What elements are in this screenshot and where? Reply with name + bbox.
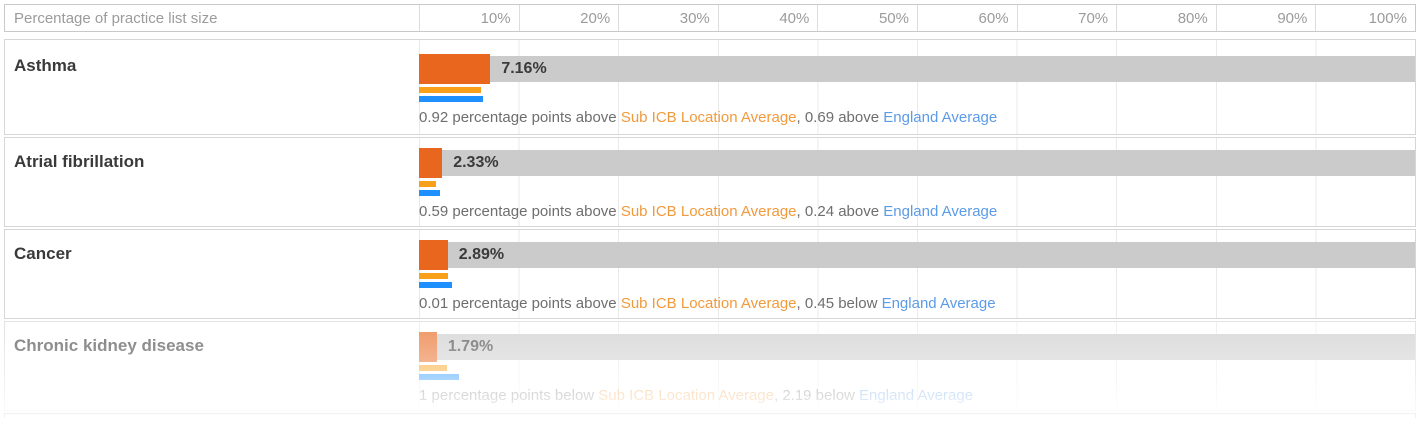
row-chart-area: 2.89% 0.01 percentage points above Sub I…	[419, 230, 1415, 318]
row-chart-area: 2.33% 0.59 percentage points above Sub I…	[419, 138, 1415, 226]
bar-track	[419, 334, 1415, 360]
comparison-text: 1 percentage points below Sub ICB Locati…	[419, 386, 1415, 406]
scale-header: Percentage of practice list size 10% 20% 3…	[4, 4, 1416, 32]
bar-stack: 1.79%	[419, 332, 1415, 362]
comparison-text-middle: , 2.19 below	[773, 387, 860, 404]
england-average-bar	[419, 374, 459, 380]
sub-icb-average-link[interactable]: Sub ICB Location Average	[620, 109, 797, 126]
practice-value-bar	[419, 54, 491, 84]
bar-track	[419, 150, 1415, 176]
england-average-bar	[419, 190, 440, 196]
sub-icb-average-link[interactable]: Sub ICB Location Average	[620, 203, 797, 220]
condition-name: Atrial fibrillation	[14, 152, 145, 171]
sub-icb-average-bar	[419, 87, 482, 93]
condition-row-atrial-fibrillation[interactable]: Atrial fibrillation 2.33% 0.59 percentag…	[4, 137, 1416, 227]
scale-tick-60: 60%	[916, 5, 1017, 31]
comparison-text-before: 0.92 percentage points above	[419, 109, 621, 126]
row-chart-area: 1.79% 1 percentage points below Sub ICB …	[419, 322, 1415, 410]
condition-name: Chronic kidney disease	[14, 336, 204, 355]
bar-track	[419, 242, 1415, 268]
scale-ticks: 10% 20% 30% 40% 50% 60% 70% 80% 90% 100%	[419, 5, 1415, 31]
condition-rows: Asthma 7.16% 0.92 percentage points abov…	[4, 39, 1416, 411]
comparison-text-middle: , 0.45 below	[796, 295, 882, 312]
england-average-bar	[419, 96, 484, 102]
sub-icb-average-bar	[419, 273, 448, 279]
practice-value-label: 2.89%	[458, 246, 505, 263]
comparison-text-before: 1 percentage points below	[419, 387, 599, 404]
england-average-bar	[419, 282, 453, 288]
sub-icb-average-bar	[419, 181, 437, 187]
condition-name: Cancer	[14, 244, 72, 263]
scale-tick-50: 50%	[817, 5, 917, 31]
bar-track	[419, 56, 1415, 82]
practice-value-label: 7.16%	[501, 60, 547, 77]
practice-value-label: 2.33%	[453, 154, 499, 171]
scale-tick-40: 40%	[717, 5, 818, 31]
scale-tick-70: 70%	[1016, 5, 1117, 31]
comparison-text-before: 0.59 percentage points above	[419, 203, 621, 220]
scale-tick-10: 10%	[419, 5, 519, 31]
condition-row-cancer[interactable]: Cancer 2.89% 0.01 percentage points abov…	[4, 229, 1416, 319]
scale-tick-90: 90%	[1215, 5, 1316, 31]
scale-tick-30: 30%	[618, 5, 718, 31]
sub-icb-average-link[interactable]: Sub ICB Location Average	[598, 387, 774, 404]
practice-value-bar	[419, 240, 448, 270]
row-chart-area: 7.16% 0.92 percentage points above Sub I…	[419, 40, 1415, 134]
condition-name: Asthma	[14, 56, 77, 75]
condition-row-chronic-kidney-disease[interactable]: Chronic kidney disease 1.79% 1 percentag…	[4, 321, 1416, 411]
scale-header-label: Percentage of practice list size	[14, 9, 218, 27]
comparison-text-middle: , 0.24 above	[796, 203, 884, 220]
england-average-link[interactable]: England Average	[883, 203, 998, 220]
bar-stack: 2.89%	[419, 240, 1415, 270]
condition-row-asthma[interactable]: Asthma 7.16% 0.92 percentage points abov…	[4, 39, 1416, 135]
next-row-partial	[4, 413, 1416, 418]
scale-tick-100: 100%	[1315, 5, 1415, 31]
bar-stack: 7.16%	[419, 54, 1415, 84]
bar-stack: 2.33%	[419, 148, 1415, 178]
scale-tick-80: 80%	[1116, 5, 1216, 31]
sub-icb-average-link[interactable]: Sub ICB Location Average	[620, 295, 797, 312]
england-average-link[interactable]: England Average	[883, 109, 998, 126]
england-average-link[interactable]: England Average	[859, 387, 974, 404]
practice-value-bar	[419, 148, 443, 178]
comparison-text-middle: , 0.69 above	[796, 109, 884, 126]
comparison-text: 0.01 percentage points above Sub ICB Loc…	[419, 294, 1415, 314]
sub-icb-average-bar	[419, 365, 447, 371]
comparison-text: 0.92 percentage points above Sub ICB Loc…	[419, 108, 1415, 128]
comparison-text-before: 0.01 percentage points above	[419, 295, 621, 312]
scale-tick-20: 20%	[518, 5, 619, 31]
comparison-text: 0.59 percentage points above Sub ICB Loc…	[419, 202, 1415, 222]
practice-value-label: 1.79%	[447, 338, 494, 355]
practice-value-bar	[419, 332, 437, 362]
england-average-link[interactable]: England Average	[881, 295, 996, 312]
